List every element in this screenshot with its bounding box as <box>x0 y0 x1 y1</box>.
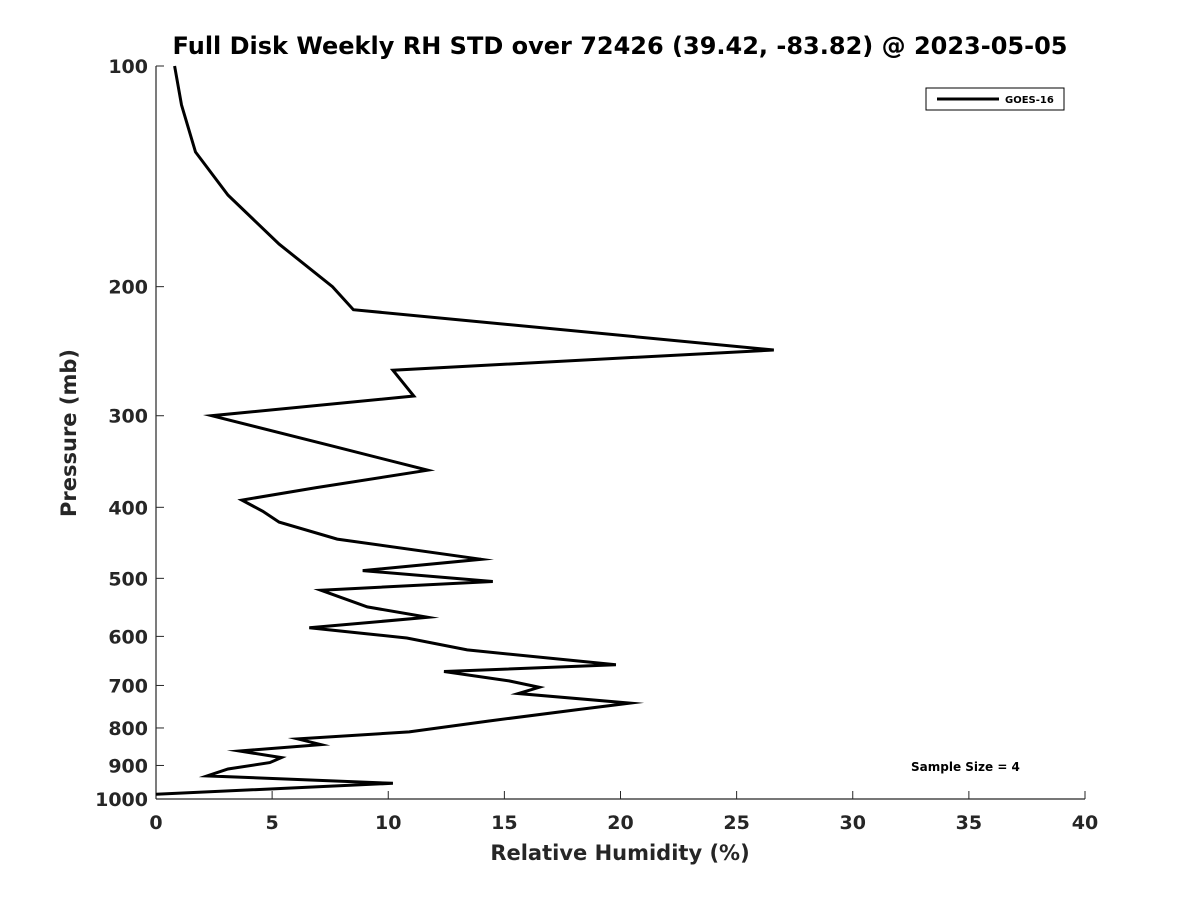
x-tick-label: 35 <box>956 812 982 834</box>
x-tick-label: 10 <box>375 812 401 834</box>
y-tick-label: 400 <box>108 497 148 519</box>
x-axis-label: Relative Humidity (%) <box>490 841 749 865</box>
y-tick-label: 200 <box>108 277 148 299</box>
x-tick-label: 20 <box>607 812 633 834</box>
y-tick-label: 1000 <box>95 789 148 811</box>
series-line <box>155 65 774 796</box>
y-tick-label: 900 <box>108 755 148 777</box>
y-tick-label: 800 <box>108 718 148 740</box>
y-tick-label: 500 <box>108 568 148 590</box>
x-tick-label: 25 <box>723 812 749 834</box>
y-tick-label: 700 <box>108 675 148 697</box>
axes: 0 5 10 15 20 25 30 35 40 100 200 300 400 500 600 700 800… <box>95 56 1098 834</box>
legend: GOES-16 <box>925 87 1065 111</box>
x-tick-label: 15 <box>491 812 517 834</box>
x-tick-label: 5 <box>266 812 279 834</box>
x-tick-label: 40 <box>1072 812 1098 834</box>
legend-label: GOES-16 <box>1005 95 1054 106</box>
plot-area <box>155 65 774 796</box>
sample-size-annotation: Sample Size = 4 <box>911 760 1020 774</box>
x-tick-label: 30 <box>840 812 866 834</box>
y-axis-label: Pressure (mb) <box>57 349 81 517</box>
chart-title: Full Disk Weekly RH STD over 72426 (39.4… <box>173 32 1068 60</box>
y-tick-label: 300 <box>108 406 148 428</box>
x-tick-label: 0 <box>149 812 162 834</box>
y-tick-label: 100 <box>108 56 148 78</box>
y-tick-label: 600 <box>108 626 148 648</box>
